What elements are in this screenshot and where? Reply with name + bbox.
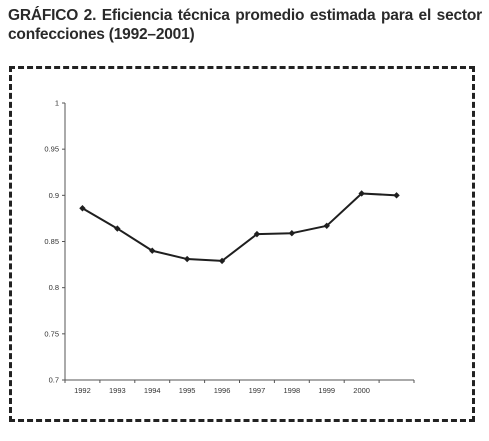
y-tick-label: 1	[55, 99, 59, 108]
data-point	[149, 247, 156, 254]
y-tick-label: 0.95	[44, 145, 59, 154]
data-point	[253, 230, 261, 238]
y-tick-label: 0.75	[44, 329, 59, 338]
x-tick-label: 1999	[318, 386, 335, 395]
x-tick-label: 1993	[109, 386, 126, 395]
x-tick-label: 1997	[249, 386, 266, 395]
y-tick-label: 0.9	[49, 191, 59, 200]
series-line	[81, 192, 397, 262]
x-tick-label: 1992	[74, 386, 91, 395]
x-tick-label: 1998	[284, 386, 301, 395]
x-tick-label: 1994	[144, 386, 161, 395]
data-point	[218, 257, 226, 265]
data-point	[288, 229, 296, 237]
x-tick-label: 1995	[179, 386, 196, 395]
x-tick-label: 1996	[214, 386, 231, 395]
figure-title: GRÁFICO 2. Eficiencia técnica promedio e…	[8, 7, 482, 43]
data-point	[183, 255, 191, 263]
data-point	[323, 222, 330, 230]
y-tick-label: 0.7	[49, 376, 59, 385]
data-point	[358, 190, 365, 197]
y-tick-label: 0.85	[44, 237, 59, 246]
x-tick-label: 2000	[353, 386, 370, 395]
data-point	[79, 205, 86, 212]
y-tick-label: 0.8	[49, 283, 59, 292]
data-point	[393, 192, 400, 199]
chart-frame	[9, 66, 475, 422]
data-point	[114, 225, 121, 232]
